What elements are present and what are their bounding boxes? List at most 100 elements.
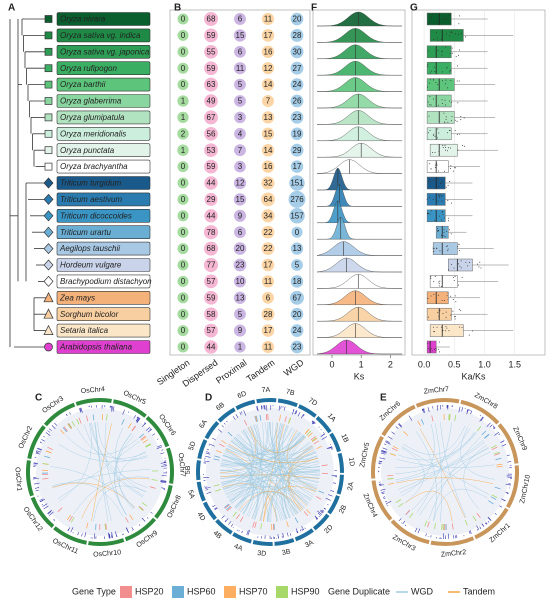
jitter-point [442,144,444,146]
density-spike [385,500,388,503]
count-bubble [234,341,246,353]
panel-letter: G [410,3,418,14]
duplicate-link [234,432,301,508]
count-bubble [177,226,189,238]
density-spike [301,528,303,531]
jitter-point [454,316,456,318]
chromosome-label: OsChr7 [177,453,186,478]
duplicate-link [398,439,484,490]
count-label: 0 [181,261,186,270]
jitter-point [445,326,447,328]
density-spike [35,452,40,455]
species-label: Triticum dicoccoides [60,211,132,220]
duplicate-link [221,424,259,485]
density-spike [381,491,385,493]
duplicate-link [83,424,144,498]
jitter-point [433,250,435,252]
duplicate-link [247,427,264,522]
density-spike [39,498,44,501]
duplicate-link [288,449,315,510]
duplicate-link [91,422,145,497]
iqr-box [429,324,464,337]
count-label: 9 [238,211,243,220]
count-bubble [289,175,305,191]
jitter-point [452,170,454,172]
count-bubble [204,44,218,59]
density-spike [214,507,217,510]
iqr-box [426,94,452,108]
count-label: 0 [181,80,186,89]
gene-tick [213,484,220,487]
density-spike [152,433,156,436]
count-label: 28 [293,31,302,40]
gene-tick [106,414,108,421]
gene-tick [142,439,149,444]
jitter-point [434,151,436,153]
density-spike [70,527,74,533]
density-spike [318,426,320,428]
density-spike [321,509,325,512]
jitter-point [447,220,449,222]
duplicate-link [224,486,278,522]
gene-tick [476,426,482,432]
gene-tick [70,516,75,523]
density-spike [422,408,424,413]
jitter-point [459,133,461,135]
duplicate-link [234,492,285,520]
count-label: 7 [266,97,271,106]
iqr-box [426,127,452,141]
x-tick-label: 2 [388,359,393,369]
ks-density [316,290,403,305]
jitter-point [442,313,444,315]
chromosome-arc [297,404,317,418]
jitter-point [430,104,432,106]
jitter-point [460,309,462,311]
chromosome-label: OsChr10 [93,549,122,558]
jitter-point [447,269,449,271]
density-spike [35,489,39,492]
density-spike [218,429,223,433]
count-bubble [233,324,247,337]
count-bubble [290,324,304,337]
density-spike [54,520,56,522]
jitter-point [436,162,438,164]
gene-tick [67,423,72,429]
jitter-point [453,167,455,169]
species-marker [44,64,53,73]
density-spike [380,488,386,491]
count-bubble [234,144,246,157]
density-spike [427,407,430,413]
gene-tick [254,415,257,422]
species-label: Aegilops tauschii [59,244,120,253]
density-spike [108,534,111,539]
density-spike [466,409,469,415]
chromosome-arc [337,452,344,473]
jitter-point [438,132,440,134]
jitter-point [458,80,460,82]
count-bubble [177,95,189,107]
gene-tick [294,517,299,523]
jitter-point [434,330,436,332]
density-spike [379,457,386,460]
jitter-point [429,104,431,106]
jitter-point [450,263,452,265]
iqr-box [426,291,449,305]
gene-tick [284,416,287,423]
gene-tick [392,445,399,450]
chromosome-arc [252,540,273,546]
count-label: 0 [295,228,300,237]
gene-tick [490,444,497,449]
gene-tick [451,523,454,530]
jitter-point [433,349,435,351]
chromosome-arc [196,460,201,481]
count-label: 0 [181,162,186,171]
duplicate-link [57,441,140,499]
density-spike [381,450,386,453]
species-marker [43,243,54,255]
ks-density [317,217,403,240]
gene-tick [71,421,76,427]
jitter-point [432,14,434,16]
jitter-point [438,281,440,283]
count-label: 23 [293,343,302,352]
jitter-point [431,350,433,352]
